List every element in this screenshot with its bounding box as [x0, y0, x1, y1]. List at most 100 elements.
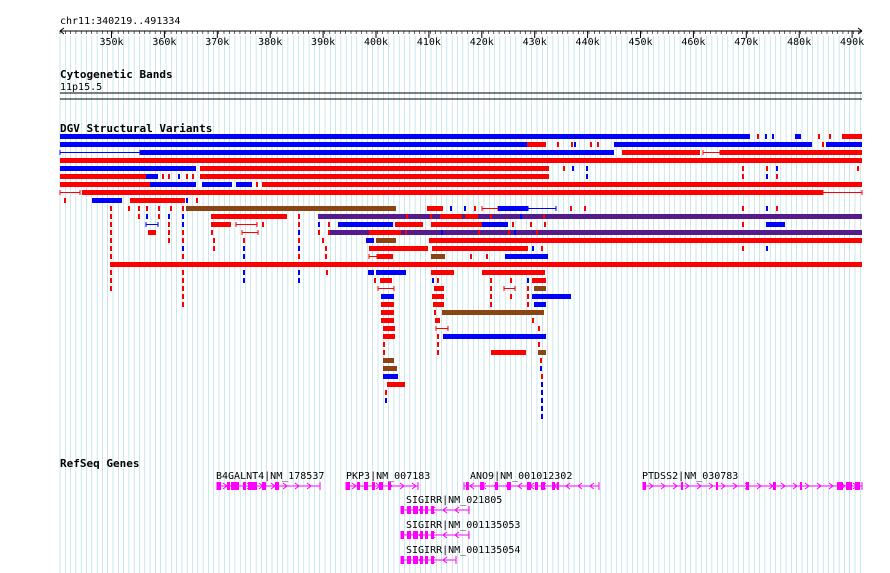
dgv-variant	[236, 182, 252, 187]
dgv-variant	[491, 350, 526, 355]
gene-exon	[552, 482, 555, 490]
dgv-variant	[381, 318, 394, 323]
gene-strand-chevron	[442, 531, 448, 539]
dgv-variant-tick	[430, 214, 432, 219]
refseq-track[interactable]: RefSeq Genes B4GALNT4|NM_178537 PKP3|NM_…	[60, 457, 863, 564]
dgv-variant-tick	[182, 254, 184, 259]
dgv-variant-tick	[298, 230, 300, 235]
dgv-variant-tick	[138, 206, 140, 211]
dgv-variant	[130, 198, 185, 203]
dgv-variant	[60, 158, 862, 163]
ruler-tick-label: 470k	[734, 37, 758, 48]
gene-exon	[401, 506, 404, 514]
dgv-variant	[376, 270, 406, 275]
gene-strand-chevron	[672, 482, 678, 490]
dgv-variant	[60, 142, 527, 147]
dgv-variant	[60, 166, 196, 171]
dgv-variant-tick	[298, 238, 300, 243]
dgv-variant-tick	[557, 142, 559, 147]
gene-strand-chevron	[469, 482, 475, 490]
dgv-variant-tick	[437, 350, 439, 355]
dgv-variant-tick	[508, 230, 510, 235]
gene-label-ptdss2[interactable]: PTDSS2|NM_030783	[642, 471, 738, 482]
dgv-variant-tick	[182, 246, 184, 251]
gene-strand-chevron	[399, 482, 405, 490]
dgv-variant-tick	[536, 230, 538, 235]
dgv-variant	[110, 262, 862, 267]
ruler-track[interactable]: chr11:340219..491334 350k 360k 370k 380k 390…	[59, 16, 864, 48]
dgv-variant-tick	[818, 134, 820, 139]
gene-strand-chevron	[454, 506, 460, 514]
gene-strand-chevron	[756, 482, 762, 490]
dgv-variant-tick	[572, 166, 574, 171]
ruler-tick-label: 490k	[840, 37, 864, 48]
dgv-variant-tick	[490, 214, 492, 219]
gene-exon	[413, 531, 418, 539]
dgv-variant	[211, 222, 231, 227]
dgv-variant-tick	[541, 390, 543, 395]
gene-strand-chevron	[720, 482, 726, 490]
dgv-variant	[366, 238, 374, 243]
ruler-tick-label: 430k	[523, 37, 547, 48]
gene-strand-chevron	[577, 482, 583, 490]
dgv-variant-tick	[541, 374, 543, 379]
dgv-variant-tick	[541, 246, 543, 251]
gene-strand-chevron	[696, 482, 702, 490]
gene-strand-chevron	[732, 482, 738, 490]
gene-exon	[407, 531, 411, 539]
ruler-tick-label: 450k	[628, 37, 652, 48]
gene-exon	[495, 482, 498, 490]
dgv-variant	[381, 302, 394, 307]
dgv-variant-tick	[441, 230, 443, 235]
gene-label-sigirr-3[interactable]: SIGIRR|NM_001135054	[406, 545, 520, 556]
gene-strand-chevron	[282, 482, 288, 490]
dgv-variant-tick	[538, 342, 540, 347]
ruler-arrows	[59, 27, 863, 35]
dgv-variant-tick	[541, 382, 543, 387]
gene-strand-chevron	[306, 482, 312, 490]
gene-exon	[425, 531, 428, 539]
dgv-features[interactable]	[59, 134, 863, 419]
dgv-variant-tick	[158, 214, 160, 219]
dgv-variant-tick	[110, 278, 112, 283]
dgv-variant-tick	[110, 238, 112, 243]
gene-exon	[466, 482, 469, 490]
dgv-variant-tick	[829, 134, 831, 139]
gene-strand-chevron	[589, 482, 595, 490]
dgv-variant-tick	[586, 174, 588, 179]
gene-exon	[431, 556, 434, 564]
gene-models[interactable]	[216, 482, 863, 564]
gene-exon	[227, 482, 230, 490]
dgv-variant-tick	[182, 206, 184, 211]
dgv-variant-tick	[182, 302, 184, 307]
dgv-variant	[429, 238, 862, 243]
dgv-variant-tick	[520, 214, 522, 219]
gene-exon	[407, 506, 411, 514]
gene-label-sigirr-1[interactable]: SIGIRR|NM_021805	[406, 495, 502, 506]
dgv-variant	[60, 174, 146, 179]
dgv-variant-tick	[328, 222, 330, 227]
gene-exon	[248, 482, 257, 490]
dgv-variant-tick	[168, 230, 170, 235]
dgv-variant-tick	[570, 206, 572, 211]
gene-label-sigirr-2[interactable]: SIGIRR|NM_001135053	[406, 520, 520, 531]
cytoband-track[interactable]: Cytogenetic Bands 11p15.5	[60, 68, 862, 100]
dgv-variant	[622, 142, 812, 147]
dgv-variant-tick	[256, 182, 258, 187]
dgv-variant-tick	[192, 174, 194, 179]
dgv-variant-tick	[510, 294, 512, 299]
gene-label-b4galnt4[interactable]: B4GALNT4|NM_178537	[216, 471, 324, 482]
dgv-variant	[148, 230, 156, 235]
gene-exon	[535, 482, 538, 490]
dgv-variant-tick	[822, 142, 824, 147]
dgv-variant-tick	[532, 318, 534, 323]
gene-label-pkp3[interactable]: PKP3|NM_007183	[346, 471, 430, 482]
gene-label-ano9[interactable]: ANO9|NM_001012302	[470, 471, 572, 482]
dgv-variant-tick	[512, 222, 514, 227]
dgv-variant-tick	[527, 286, 529, 291]
gene-strand-chevron	[708, 482, 714, 490]
gene-strand-chevron	[828, 482, 834, 490]
gene-exon	[364, 482, 368, 490]
dgv-track[interactable]: DGV Structural Variants	[59, 122, 863, 419]
